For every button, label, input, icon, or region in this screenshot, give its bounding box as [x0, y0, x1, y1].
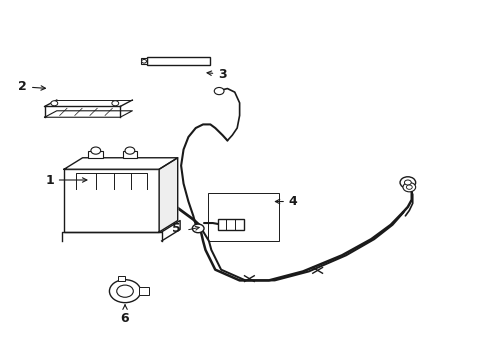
Bar [147, 57, 210, 65]
Circle shape [192, 224, 203, 233]
Circle shape [402, 183, 415, 192]
Text: 1: 1 [45, 174, 87, 186]
Text: 5: 5 [171, 222, 180, 235]
Circle shape [406, 185, 411, 189]
Circle shape [117, 285, 133, 297]
Circle shape [109, 280, 141, 303]
Circle shape [125, 147, 135, 154]
Bar [217, 220, 244, 230]
Bar [141, 58, 147, 64]
Text: 4: 4 [275, 195, 297, 208]
Circle shape [142, 59, 146, 63]
Polygon shape [64, 158, 177, 169]
Bar [207, 193, 278, 241]
Text: 2: 2 [18, 80, 45, 93]
Text: 6: 6 [121, 305, 129, 325]
Circle shape [51, 101, 58, 106]
Circle shape [399, 177, 415, 188]
Circle shape [91, 147, 101, 154]
Circle shape [112, 101, 119, 106]
Polygon shape [159, 158, 177, 232]
Text: 3: 3 [206, 68, 226, 81]
Bar [139, 287, 149, 296]
Bar [64, 169, 159, 232]
Bar [88, 150, 103, 158]
Bar [122, 150, 137, 158]
Circle shape [214, 87, 224, 95]
Circle shape [404, 180, 410, 185]
Bar [118, 276, 124, 282]
